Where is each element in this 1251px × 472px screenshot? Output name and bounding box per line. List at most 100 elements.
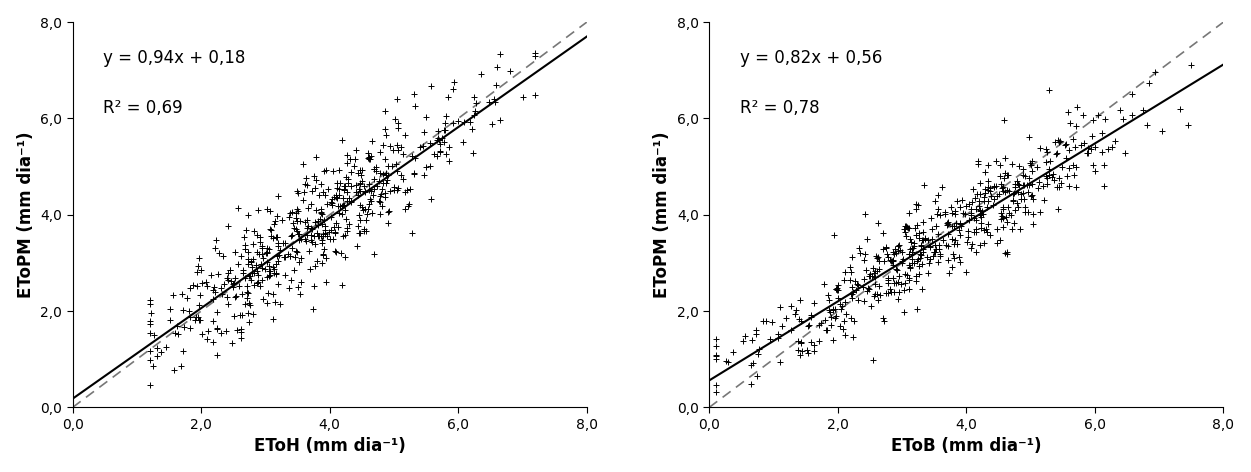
Point (465, 107, 485, 115)
Point (354, 205, 374, 213)
Point (868, 219, 888, 227)
Point (288, 228, 308, 235)
Point (364, 250, 384, 258)
Point (349, 185, 369, 193)
Point (902, 248, 922, 256)
Point (899, 285, 919, 293)
Point (864, 292, 884, 299)
Point (513, 93, 533, 101)
Point (271, 216, 291, 224)
Point (354, 183, 374, 190)
Point (924, 248, 945, 256)
Point (208, 351, 228, 359)
Point (1022, 157, 1042, 165)
Point (723, 348, 743, 356)
Point (226, 326, 246, 333)
Point (839, 263, 859, 271)
Point (398, 186, 418, 194)
Point (305, 219, 325, 226)
Point (1067, 103, 1087, 110)
Point (298, 224, 318, 231)
Point (289, 258, 309, 266)
Point (364, 175, 384, 182)
Point (918, 236, 938, 244)
Point (932, 183, 952, 191)
Point (309, 233, 329, 240)
Point (387, 160, 407, 168)
Point (372, 202, 392, 210)
Point (906, 231, 926, 239)
Point (918, 259, 938, 266)
Point (422, 83, 442, 90)
Point (525, 91, 545, 98)
Point (261, 232, 281, 239)
Point (140, 320, 160, 328)
Point (156, 343, 176, 351)
Point (804, 300, 824, 307)
Point (359, 181, 379, 188)
Point (1088, 111, 1108, 118)
Point (749, 346, 769, 353)
Point (916, 235, 936, 243)
Point (823, 336, 843, 344)
Point (1022, 167, 1042, 175)
Point (867, 254, 887, 261)
Point (981, 185, 1001, 192)
Point (294, 188, 314, 196)
Point (1028, 178, 1048, 185)
Point (1102, 143, 1122, 151)
Point (278, 251, 298, 258)
Point (841, 314, 861, 321)
Point (250, 283, 270, 290)
Point (907, 221, 927, 228)
Point (151, 348, 171, 356)
Point (315, 227, 335, 234)
Point (986, 182, 1006, 189)
Point (263, 315, 283, 323)
Point (1078, 149, 1098, 156)
Point (236, 294, 256, 302)
Point (788, 337, 808, 344)
Point (367, 182, 387, 190)
Point (1038, 86, 1058, 94)
Point (334, 183, 354, 190)
Point (352, 171, 372, 179)
Point (975, 197, 995, 205)
Point (235, 245, 255, 253)
Point (801, 311, 821, 319)
Point (375, 171, 395, 179)
Point (258, 289, 278, 296)
Point (1028, 184, 1048, 192)
Point (171, 362, 191, 370)
Point (328, 223, 348, 230)
Point (883, 257, 903, 264)
Point (791, 296, 811, 304)
Point (862, 272, 882, 280)
Point (971, 213, 991, 221)
Point (191, 330, 211, 338)
Point (186, 268, 206, 276)
Point (253, 251, 273, 258)
Point (1081, 145, 1101, 152)
Point (339, 220, 359, 228)
Point (903, 239, 923, 247)
Point (823, 305, 843, 313)
Point (404, 170, 424, 177)
Point (280, 210, 300, 217)
Point (210, 284, 230, 292)
Point (957, 238, 977, 245)
Point (886, 245, 906, 253)
Point (395, 205, 415, 212)
Point (950, 219, 970, 227)
Point (968, 157, 988, 165)
Point (364, 165, 384, 172)
Point (270, 246, 290, 254)
Point (928, 191, 948, 199)
Point (864, 269, 884, 277)
Point (464, 111, 484, 119)
Point (317, 232, 337, 239)
Point (362, 210, 382, 217)
Point (1045, 139, 1065, 146)
Point (929, 211, 950, 219)
Point (390, 171, 410, 178)
